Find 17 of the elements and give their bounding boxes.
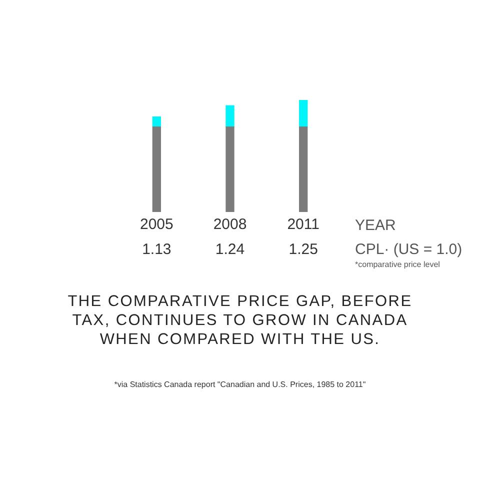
bar	[226, 105, 234, 128]
text: 1.13	[142, 241, 172, 258]
y-axis-title: CPL· (US = 1.0)	[355, 241, 462, 258]
x-tick-label: 2008	[213, 216, 247, 234]
bar	[152, 126, 161, 212]
x-tick-label: 2011	[287, 216, 320, 234]
bar	[299, 100, 308, 128]
bar	[152, 116, 161, 128]
bar	[226, 126, 234, 212]
text: 1.24	[215, 241, 245, 258]
x-tick-label: 2005	[140, 216, 174, 234]
text: 1.25	[288, 241, 318, 258]
text: *comparative price level	[355, 260, 440, 270]
text: THE COMPARATIVE PRICE GAP, BEFORE TAX, CONTINUES TO GROW IN CANADA WHEN COMPARED WITH THE US.	[66, 292, 414, 349]
text: *via Statistics Canada report "Canadian and U.S. Prices, 1985 to 2011"	[113, 380, 367, 390]
x-axis-title: YEAR	[355, 217, 396, 234]
bar	[299, 126, 308, 212]
